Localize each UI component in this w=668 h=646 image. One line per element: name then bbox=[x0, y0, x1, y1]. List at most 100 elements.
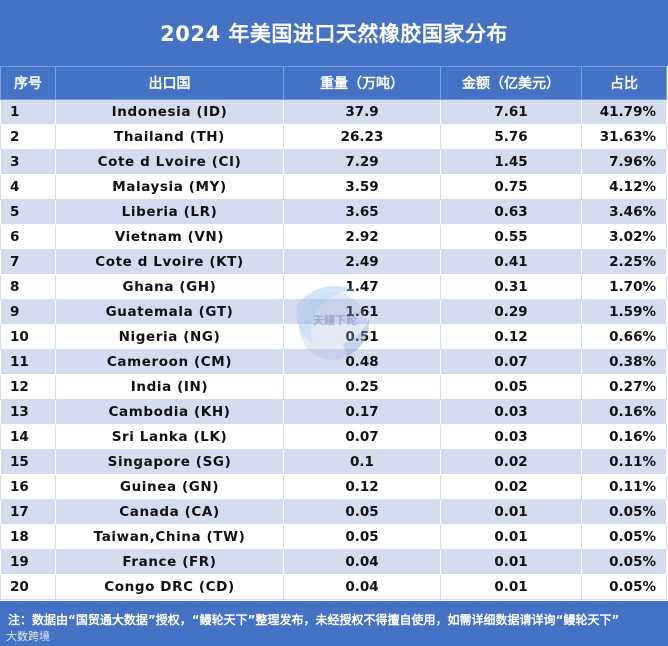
cell-volume: 37.9 bbox=[283, 99, 441, 125]
cell-share: 0.38% bbox=[581, 349, 667, 375]
cell-share: 3.46% bbox=[581, 199, 667, 225]
cell-no: 2 bbox=[0, 124, 56, 150]
header-country: 出口国 bbox=[55, 66, 284, 100]
cell-share: 2.25% bbox=[581, 249, 667, 275]
cell-country: Guatemala (GT) bbox=[55, 299, 284, 325]
table-row: 1 Indonesia (ID) 37.9 7.61 41.79% bbox=[0, 99, 667, 125]
cell-country: Nigeria (NG) bbox=[55, 324, 284, 350]
table-row: 16 Guinea (GN) 0.12 0.02 0.11% bbox=[0, 474, 667, 500]
cell-no: 19 bbox=[0, 549, 56, 575]
cell-share: 0.11% bbox=[581, 449, 667, 475]
cell-no: 9 bbox=[0, 299, 56, 325]
cell-amount: 0.03 bbox=[440, 399, 582, 425]
cell-volume: 0.05 bbox=[283, 524, 441, 550]
cell-share: 1.70% bbox=[581, 274, 667, 300]
cell-amount: 0.01 bbox=[440, 549, 582, 575]
cell-no: 7 bbox=[0, 249, 56, 275]
cell-share: 1.59% bbox=[581, 299, 667, 325]
cell-no: 17 bbox=[0, 499, 56, 525]
cell-country: Ghana (GH) bbox=[55, 274, 284, 300]
cell-share: 0.11% bbox=[581, 474, 667, 500]
table-row: 19 France (FR) 0.04 0.01 0.05% bbox=[0, 549, 667, 575]
table-row: 3 Cote d Lvoire (CI) 7.29 1.45 7.96% bbox=[0, 149, 667, 175]
cell-amount: 0.02 bbox=[440, 449, 582, 475]
cell-no: 4 bbox=[0, 174, 56, 200]
cell-volume: 2.49 bbox=[283, 249, 441, 275]
footer-bar: 注：数据由“国贸通大数据”授权，“鳗轮天下”整理发布，未经授权不得擅自使用，如需… bbox=[0, 601, 668, 646]
cell-volume: 0.05 bbox=[283, 499, 441, 525]
cell-no: 15 bbox=[0, 449, 56, 475]
cell-volume: 3.59 bbox=[283, 174, 441, 200]
cell-volume: 0.04 bbox=[283, 574, 441, 600]
cell-share: 0.05% bbox=[581, 574, 667, 600]
cell-no: 3 bbox=[0, 149, 56, 175]
cell-share: 4.12% bbox=[581, 174, 667, 200]
cell-volume: 0.07 bbox=[283, 424, 441, 450]
cell-country: Cambodia (KH) bbox=[55, 399, 284, 425]
cell-share: 3.02% bbox=[581, 224, 667, 250]
cell-volume: 7.29 bbox=[283, 149, 441, 175]
cell-volume: 0.25 bbox=[283, 374, 441, 400]
brand-label: 大数跨境 bbox=[6, 630, 50, 643]
cell-no: 5 bbox=[0, 199, 56, 225]
cell-no: 16 bbox=[0, 474, 56, 500]
cell-amount: 7.61 bbox=[440, 99, 582, 125]
table-row: 10 Nigeria (NG) 0.51 0.12 0.66% bbox=[0, 324, 667, 350]
cell-country: Taiwan,China (TW) bbox=[55, 524, 284, 550]
cell-amount: 0.31 bbox=[440, 274, 582, 300]
table-row: 7 Cote d Lvoire (KT) 2.49 0.41 2.25% bbox=[0, 249, 667, 275]
cell-amount: 0.75 bbox=[440, 174, 582, 200]
cell-amount: 0.01 bbox=[440, 499, 582, 525]
cell-amount: 0.03 bbox=[440, 424, 582, 450]
cell-country: Thailand (TH) bbox=[55, 124, 284, 150]
cell-share: 0.27% bbox=[581, 374, 667, 400]
cell-no: 6 bbox=[0, 224, 56, 250]
cell-country: Singapore (SG) bbox=[55, 449, 284, 475]
cell-amount: 5.76 bbox=[440, 124, 582, 150]
cell-no: 13 bbox=[0, 399, 56, 425]
cell-amount: 1.45 bbox=[440, 149, 582, 175]
cell-volume: 1.61 bbox=[283, 299, 441, 325]
table-row: 18 Taiwan,China (TW) 0.05 0.01 0.05% bbox=[0, 524, 667, 550]
cell-amount: 0.63 bbox=[440, 199, 582, 225]
cell-volume: 0.04 bbox=[283, 549, 441, 575]
cell-share: 7.96% bbox=[581, 149, 667, 175]
cell-country: Cote d Lvoire (KT) bbox=[55, 249, 284, 275]
table-header-row: 序号 出口国 重量（万吨） 金额（亿美元） 占比 bbox=[0, 66, 667, 100]
cell-volume: 3.65 bbox=[283, 199, 441, 225]
cell-no: 10 bbox=[0, 324, 56, 350]
cell-no: 14 bbox=[0, 424, 56, 450]
cell-share: 0.05% bbox=[581, 524, 667, 550]
cell-country: Sri Lanka (LK) bbox=[55, 424, 284, 450]
cell-no: 8 bbox=[0, 274, 56, 300]
cell-share: 0.16% bbox=[581, 399, 667, 425]
cell-share: 31.63% bbox=[581, 124, 667, 150]
cell-amount: 0.41 bbox=[440, 249, 582, 275]
cell-share: 0.05% bbox=[581, 499, 667, 525]
data-table: 序号 出口国 重量（万吨） 金额（亿美元） 占比 1 Indonesia (ID)… bbox=[0, 66, 667, 600]
cell-amount: 0.01 bbox=[440, 574, 582, 600]
cell-volume: 0.1 bbox=[283, 449, 441, 475]
table-row: 4 Malaysia (MY) 3.59 0.75 4.12% bbox=[0, 174, 667, 200]
title-bar: 2024 年美国进口天然橡胶国家分布 bbox=[0, 0, 668, 66]
cell-volume: 26.23 bbox=[283, 124, 441, 150]
cell-amount: 0.02 bbox=[440, 474, 582, 500]
cell-volume: 2.92 bbox=[283, 224, 441, 250]
cell-no: 20 bbox=[0, 574, 56, 600]
cell-amount: 0.05 bbox=[440, 374, 582, 400]
cell-country: Canada (CA) bbox=[55, 499, 284, 525]
table-body: 1 Indonesia (ID) 37.9 7.61 41.79% 2 Thailand … bbox=[0, 99, 667, 600]
table-row: 17 Canada (CA) 0.05 0.01 0.05% bbox=[0, 499, 667, 525]
header-no: 序号 bbox=[0, 66, 56, 100]
cell-country: Indonesia (ID) bbox=[55, 99, 284, 125]
cell-volume: 0.17 bbox=[283, 399, 441, 425]
table-row: 20 Congo DRC (CD) 0.04 0.01 0.05% bbox=[0, 574, 667, 600]
table-row: 5 Liberia (LR) 3.65 0.63 3.46% bbox=[0, 199, 667, 225]
cell-country: Vietnam (VN) bbox=[55, 224, 284, 250]
footnote: 注：数据由“国贸通大数据”授权，“鳗轮天下”整理发布，未经授权不得擅自使用，如需… bbox=[8, 613, 620, 627]
cell-share: 0.66% bbox=[581, 324, 667, 350]
table-row: 11 Cameroon (CM) 0.48 0.07 0.38% bbox=[0, 349, 667, 375]
cell-volume: 0.12 bbox=[283, 474, 441, 500]
table-row: 12 India (IN) 0.25 0.05 0.27% bbox=[0, 374, 667, 400]
cell-country: India (IN) bbox=[55, 374, 284, 400]
